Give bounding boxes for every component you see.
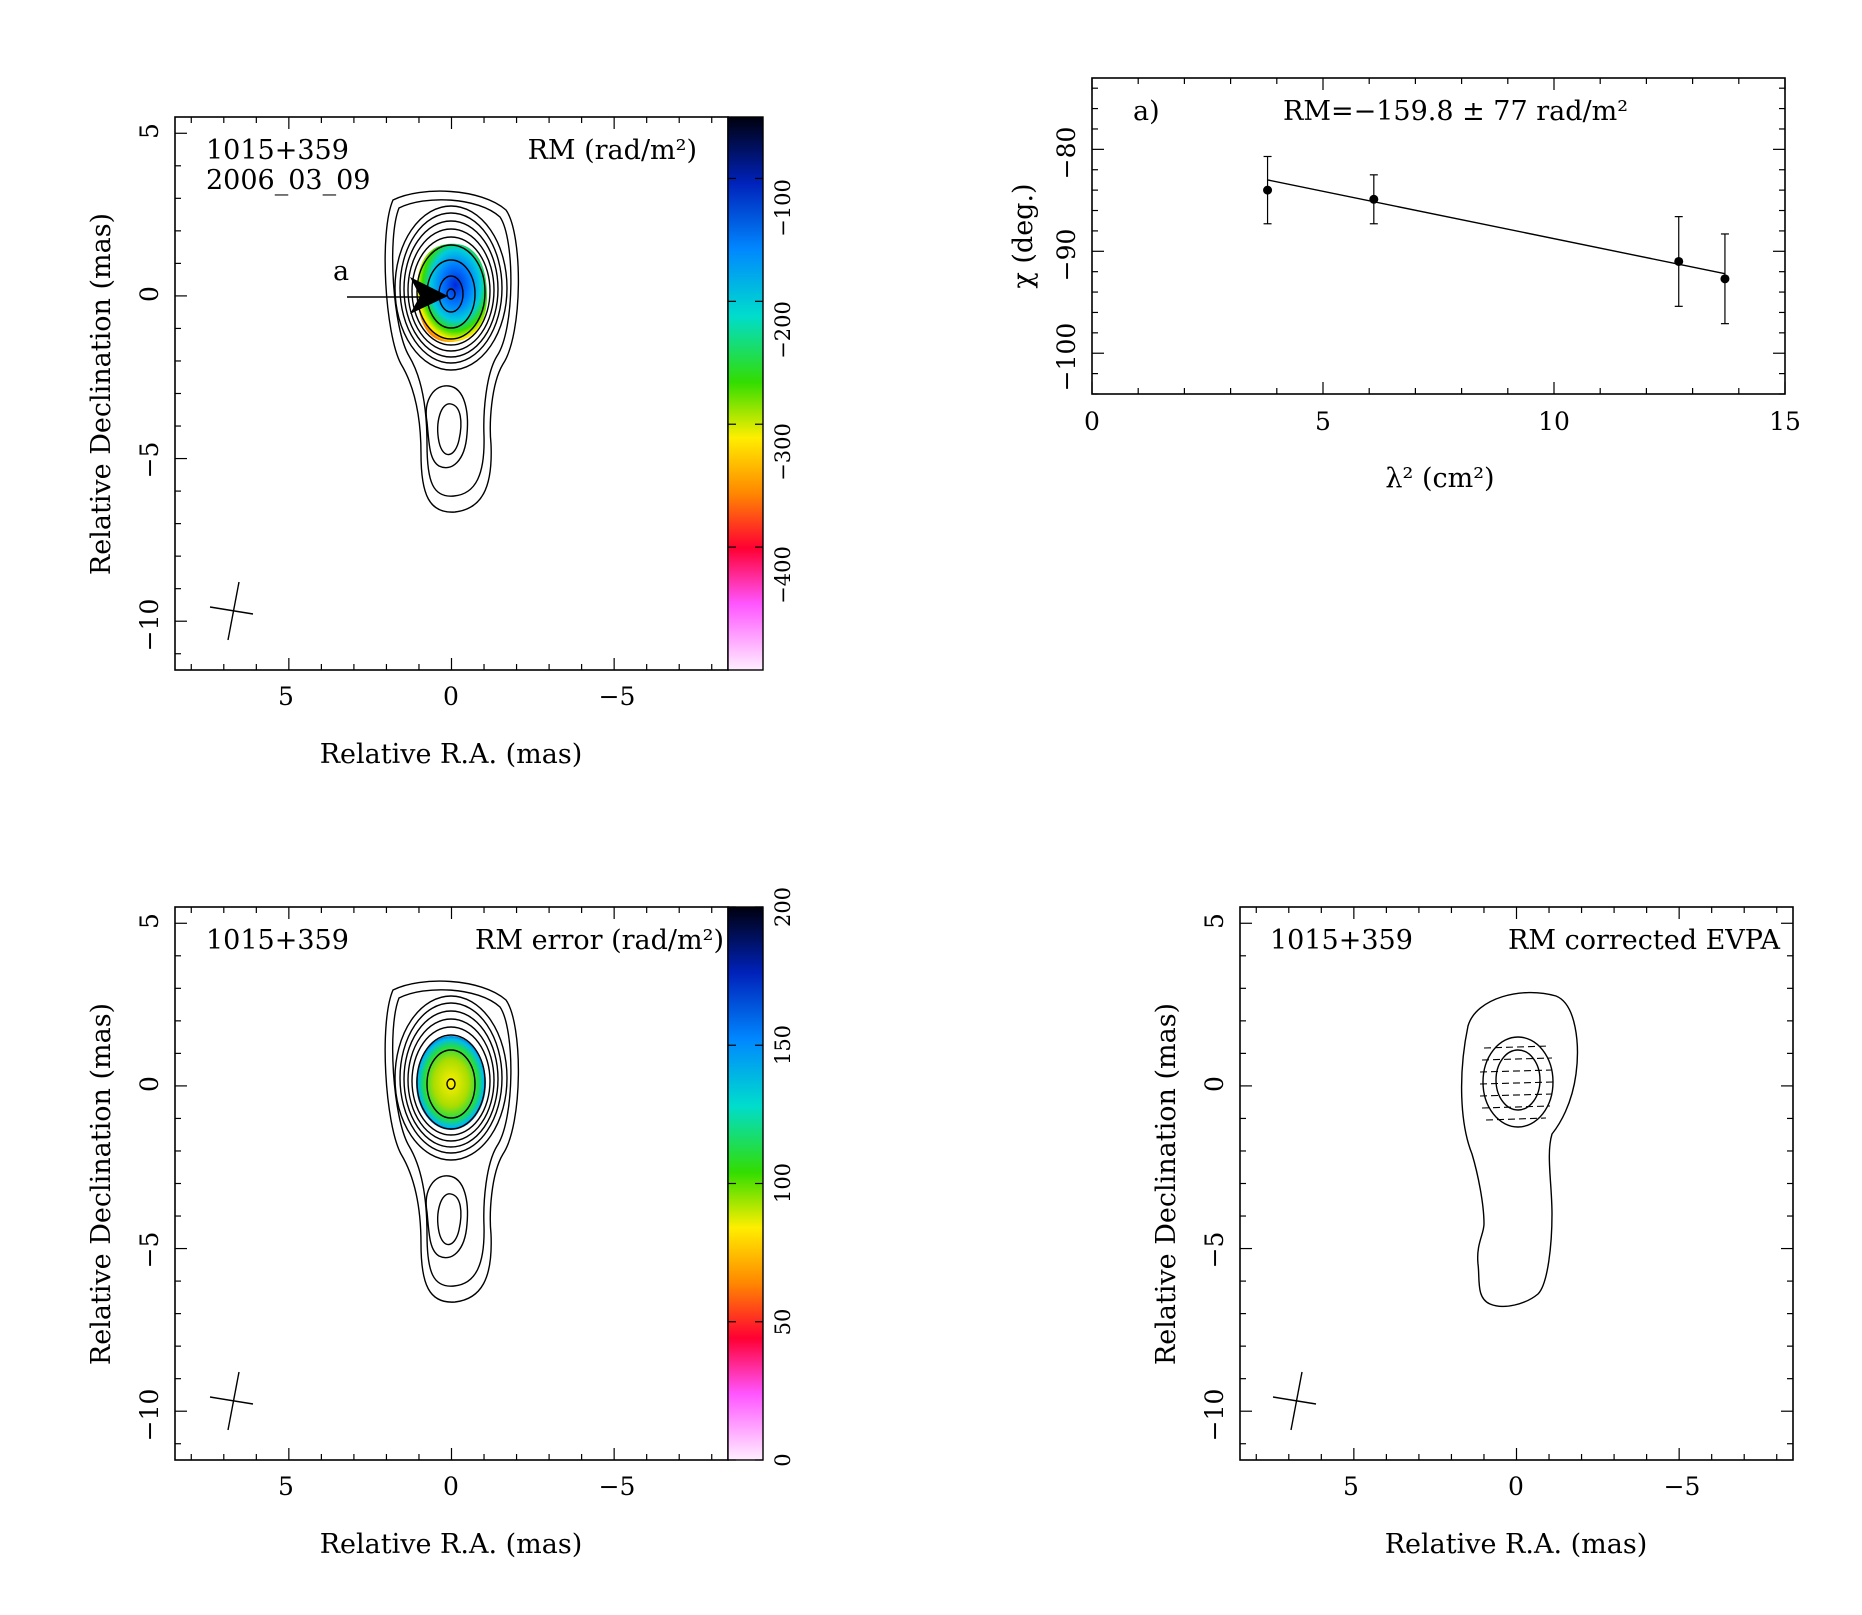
evpa-ylabel: Relative Declination (mas): [1151, 1003, 1182, 1365]
rm-cb-tick-label: −400: [771, 546, 795, 604]
err-xtick-label: −5: [599, 1472, 636, 1501]
rm-fit-ticks: [1091, 78, 1786, 395]
err-cb-tick-label: 200: [771, 887, 795, 927]
evpa-ytick-label: 5: [1200, 913, 1229, 929]
rm-map-ticks: [175, 117, 713, 670]
rm-epoch-label: 2006_03_09: [206, 165, 370, 196]
rm-ytick-label: −5: [135, 442, 164, 479]
rm-ylabel: Relative Declination (mas): [86, 213, 117, 575]
err-ytick-label: 5: [135, 913, 164, 929]
rm-xlabel: Relative R.A. (mas): [320, 739, 583, 770]
fit-xtick-label: 10: [1538, 407, 1570, 436]
fit-ytick-label: −100: [1052, 323, 1081, 392]
data-point: [1720, 274, 1730, 284]
data-point: [1263, 185, 1273, 195]
evpa-ytick-label: −5: [1200, 1232, 1229, 1269]
fit-xtick-label: 15: [1769, 407, 1801, 436]
fit-xtick-label: 5: [1315, 407, 1331, 436]
rm-colorbar-ticks: [728, 177, 763, 548]
rm-ytick-label: 5: [135, 123, 164, 139]
rm-cb-tick-label: −200: [771, 301, 795, 359]
rm-marker-arrow: [347, 277, 448, 314]
fit-ytick-label: −90: [1052, 229, 1081, 282]
rm-fit-label: RM=−159.8 ± 77 rad/m²: [1283, 96, 1628, 127]
err-ytick-label: −10: [135, 1389, 164, 1442]
rm-error-map-label: RM error (rad/m²): [475, 925, 724, 956]
fit-ytick-label: −80: [1052, 127, 1081, 180]
rm-source-label: 1015+359: [206, 135, 349, 166]
evpa-source-label: 1015+359: [1270, 925, 1413, 956]
rm-error-ticks: [175, 907, 713, 1460]
err-cb-tick-label: 150: [771, 1025, 795, 1065]
evpa-map-label: RM corrected EVPA: [1508, 925, 1780, 956]
err-xtick-label: 0: [443, 1472, 459, 1501]
data-point: [1369, 194, 1379, 204]
evpa-contours: [1460, 991, 1579, 1308]
rm-map-label: RM (rad/m²): [528, 135, 697, 166]
data-point: [1674, 256, 1684, 266]
err-cb-tick-label: 50: [771, 1309, 795, 1336]
rm-xtick-label: 5: [278, 682, 294, 711]
rm-cb-tick-label: −300: [771, 423, 795, 481]
rm-fit-marks: [1263, 155, 1730, 325]
rm-error-contours: [384, 980, 520, 1303]
rm-beam: [209, 581, 254, 641]
fit-xtick-label: 0: [1084, 407, 1100, 436]
rm-xtick-label: −5: [599, 682, 636, 711]
err-xtick-label: 5: [278, 1472, 294, 1501]
evpa-ytick-label: −10: [1200, 1389, 1229, 1442]
rm-error-panel: 1015+359 RM error (rad/m²) 5 0 −5 5 0 −5…: [86, 887, 795, 1560]
fit-line: [1267, 179, 1726, 275]
rm-xtick-label: 0: [443, 682, 459, 711]
evpa-frame: [1239, 906, 1794, 1461]
err-cb-tick-label: 100: [771, 1163, 795, 1203]
rm-cb-tick-label: −100: [771, 179, 795, 237]
rm-fit-panel: a) RM=−159.8 ± 77 rad/m² 0 5 10 15 −80 −…: [1008, 77, 1801, 494]
rm-fit-ylabel: χ (deg.): [1008, 183, 1039, 288]
evpa-ytick-label: 0: [1200, 1076, 1229, 1092]
evpa-xtick-label: −5: [1664, 1472, 1701, 1501]
rm-map-contours: [384, 190, 520, 513]
rm-marker-label: a: [333, 256, 349, 287]
err-ytick-label: 0: [135, 1076, 164, 1092]
evpa-ticks: [1240, 907, 1793, 1460]
err-cb-tick-label: 0: [771, 1453, 795, 1466]
rm-ytick-label: 0: [135, 286, 164, 302]
evpa-xtick-label: 5: [1343, 1472, 1359, 1501]
rm-error-source-label: 1015+359: [206, 925, 349, 956]
evpa-beam: [1272, 1371, 1317, 1431]
rm-fit-frame: [1091, 77, 1786, 395]
evpa-panel: 1015+359 RM corrected EVPA 5 0 −5 5 0 −5…: [1151, 906, 1794, 1560]
rm-ytick-label: −10: [135, 599, 164, 652]
rm-colorbar: [727, 116, 764, 671]
rm-error-ylabel: Relative Declination (mas): [86, 1003, 117, 1365]
rm-fit-annotation: a): [1133, 96, 1160, 127]
err-ytick-label: −5: [135, 1232, 164, 1269]
rm-fit-xlabel: λ² (cm²): [1385, 463, 1494, 494]
evpa-xtick-label: 0: [1508, 1472, 1524, 1501]
rm-error-beam: [209, 1371, 254, 1431]
rm-error-xlabel: Relative R.A. (mas): [320, 1529, 583, 1560]
rm-error-colorbar-ticks: [728, 906, 763, 1461]
rm-map-panel: a 1015+359 2006_03_09 RM (rad/m²) 5 0 −5…: [86, 116, 795, 770]
evpa-xlabel: Relative R.A. (mas): [1385, 1529, 1648, 1560]
